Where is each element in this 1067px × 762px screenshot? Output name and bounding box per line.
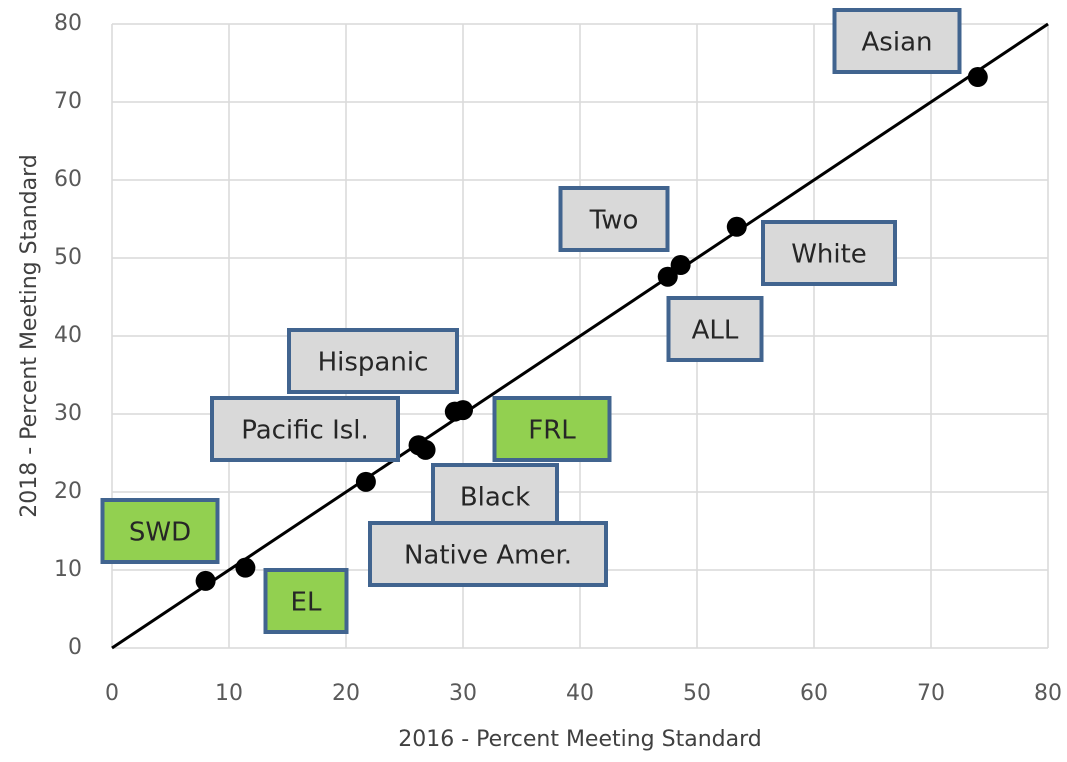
point bbox=[967, 67, 988, 88]
x-tick-label: 0 bbox=[105, 681, 119, 706]
point bbox=[235, 557, 256, 578]
point-label: EL bbox=[291, 588, 322, 618]
x-tick-label: 30 bbox=[449, 681, 477, 706]
y-tick-label: 80 bbox=[54, 11, 82, 36]
x-tick-label: 40 bbox=[566, 681, 594, 706]
point-label: Two bbox=[589, 206, 639, 236]
y-tick-label: 0 bbox=[68, 635, 82, 660]
y-tick-label: 30 bbox=[54, 401, 82, 426]
label-box bbox=[666, 296, 764, 362]
y-tick-label: 50 bbox=[54, 245, 82, 270]
point bbox=[670, 255, 691, 276]
label-box bbox=[210, 396, 400, 462]
reference-line bbox=[111, 22, 1049, 650]
point bbox=[444, 401, 465, 422]
label-box bbox=[832, 8, 962, 74]
y-axis-title: 2018 - Percent Meeting Standard bbox=[17, 154, 42, 517]
y-tick-label: 60 bbox=[54, 167, 82, 192]
point bbox=[657, 266, 678, 287]
x-tick-label: 80 bbox=[1034, 681, 1062, 706]
label-box bbox=[761, 220, 897, 286]
y-tick-label: 20 bbox=[54, 479, 82, 504]
x-tick-label: 50 bbox=[683, 681, 711, 706]
label-box bbox=[368, 521, 608, 587]
point bbox=[355, 471, 376, 492]
label-box bbox=[287, 328, 459, 394]
label-box bbox=[263, 568, 349, 634]
point-label: Hispanic bbox=[318, 348, 429, 378]
x-tick-label: 60 bbox=[800, 681, 828, 706]
x-tick-label: 10 bbox=[215, 681, 243, 706]
label-box bbox=[100, 498, 220, 564]
point-label: FRL bbox=[528, 416, 576, 446]
y-tick-label: 70 bbox=[54, 89, 82, 114]
point-label: Pacific Isl. bbox=[241, 416, 369, 446]
x-tick-label: 20 bbox=[332, 681, 360, 706]
point-label: Asian bbox=[862, 28, 933, 58]
x-tick-label: 70 bbox=[917, 681, 945, 706]
y-tick-label: 10 bbox=[54, 557, 82, 582]
point bbox=[726, 216, 747, 237]
point-label: SWD bbox=[129, 518, 191, 548]
label-box bbox=[492, 396, 612, 462]
point bbox=[195, 570, 216, 591]
label-box bbox=[558, 186, 670, 252]
point bbox=[415, 439, 436, 460]
point-label: Native Amer. bbox=[404, 541, 572, 571]
y-tick-label: 40 bbox=[54, 323, 82, 348]
point-label: ALL bbox=[692, 316, 739, 346]
point-label: Black bbox=[460, 483, 530, 513]
point-label: White bbox=[791, 240, 867, 270]
x-axis-title: 2016 - Percent Meeting Standard bbox=[398, 727, 761, 752]
